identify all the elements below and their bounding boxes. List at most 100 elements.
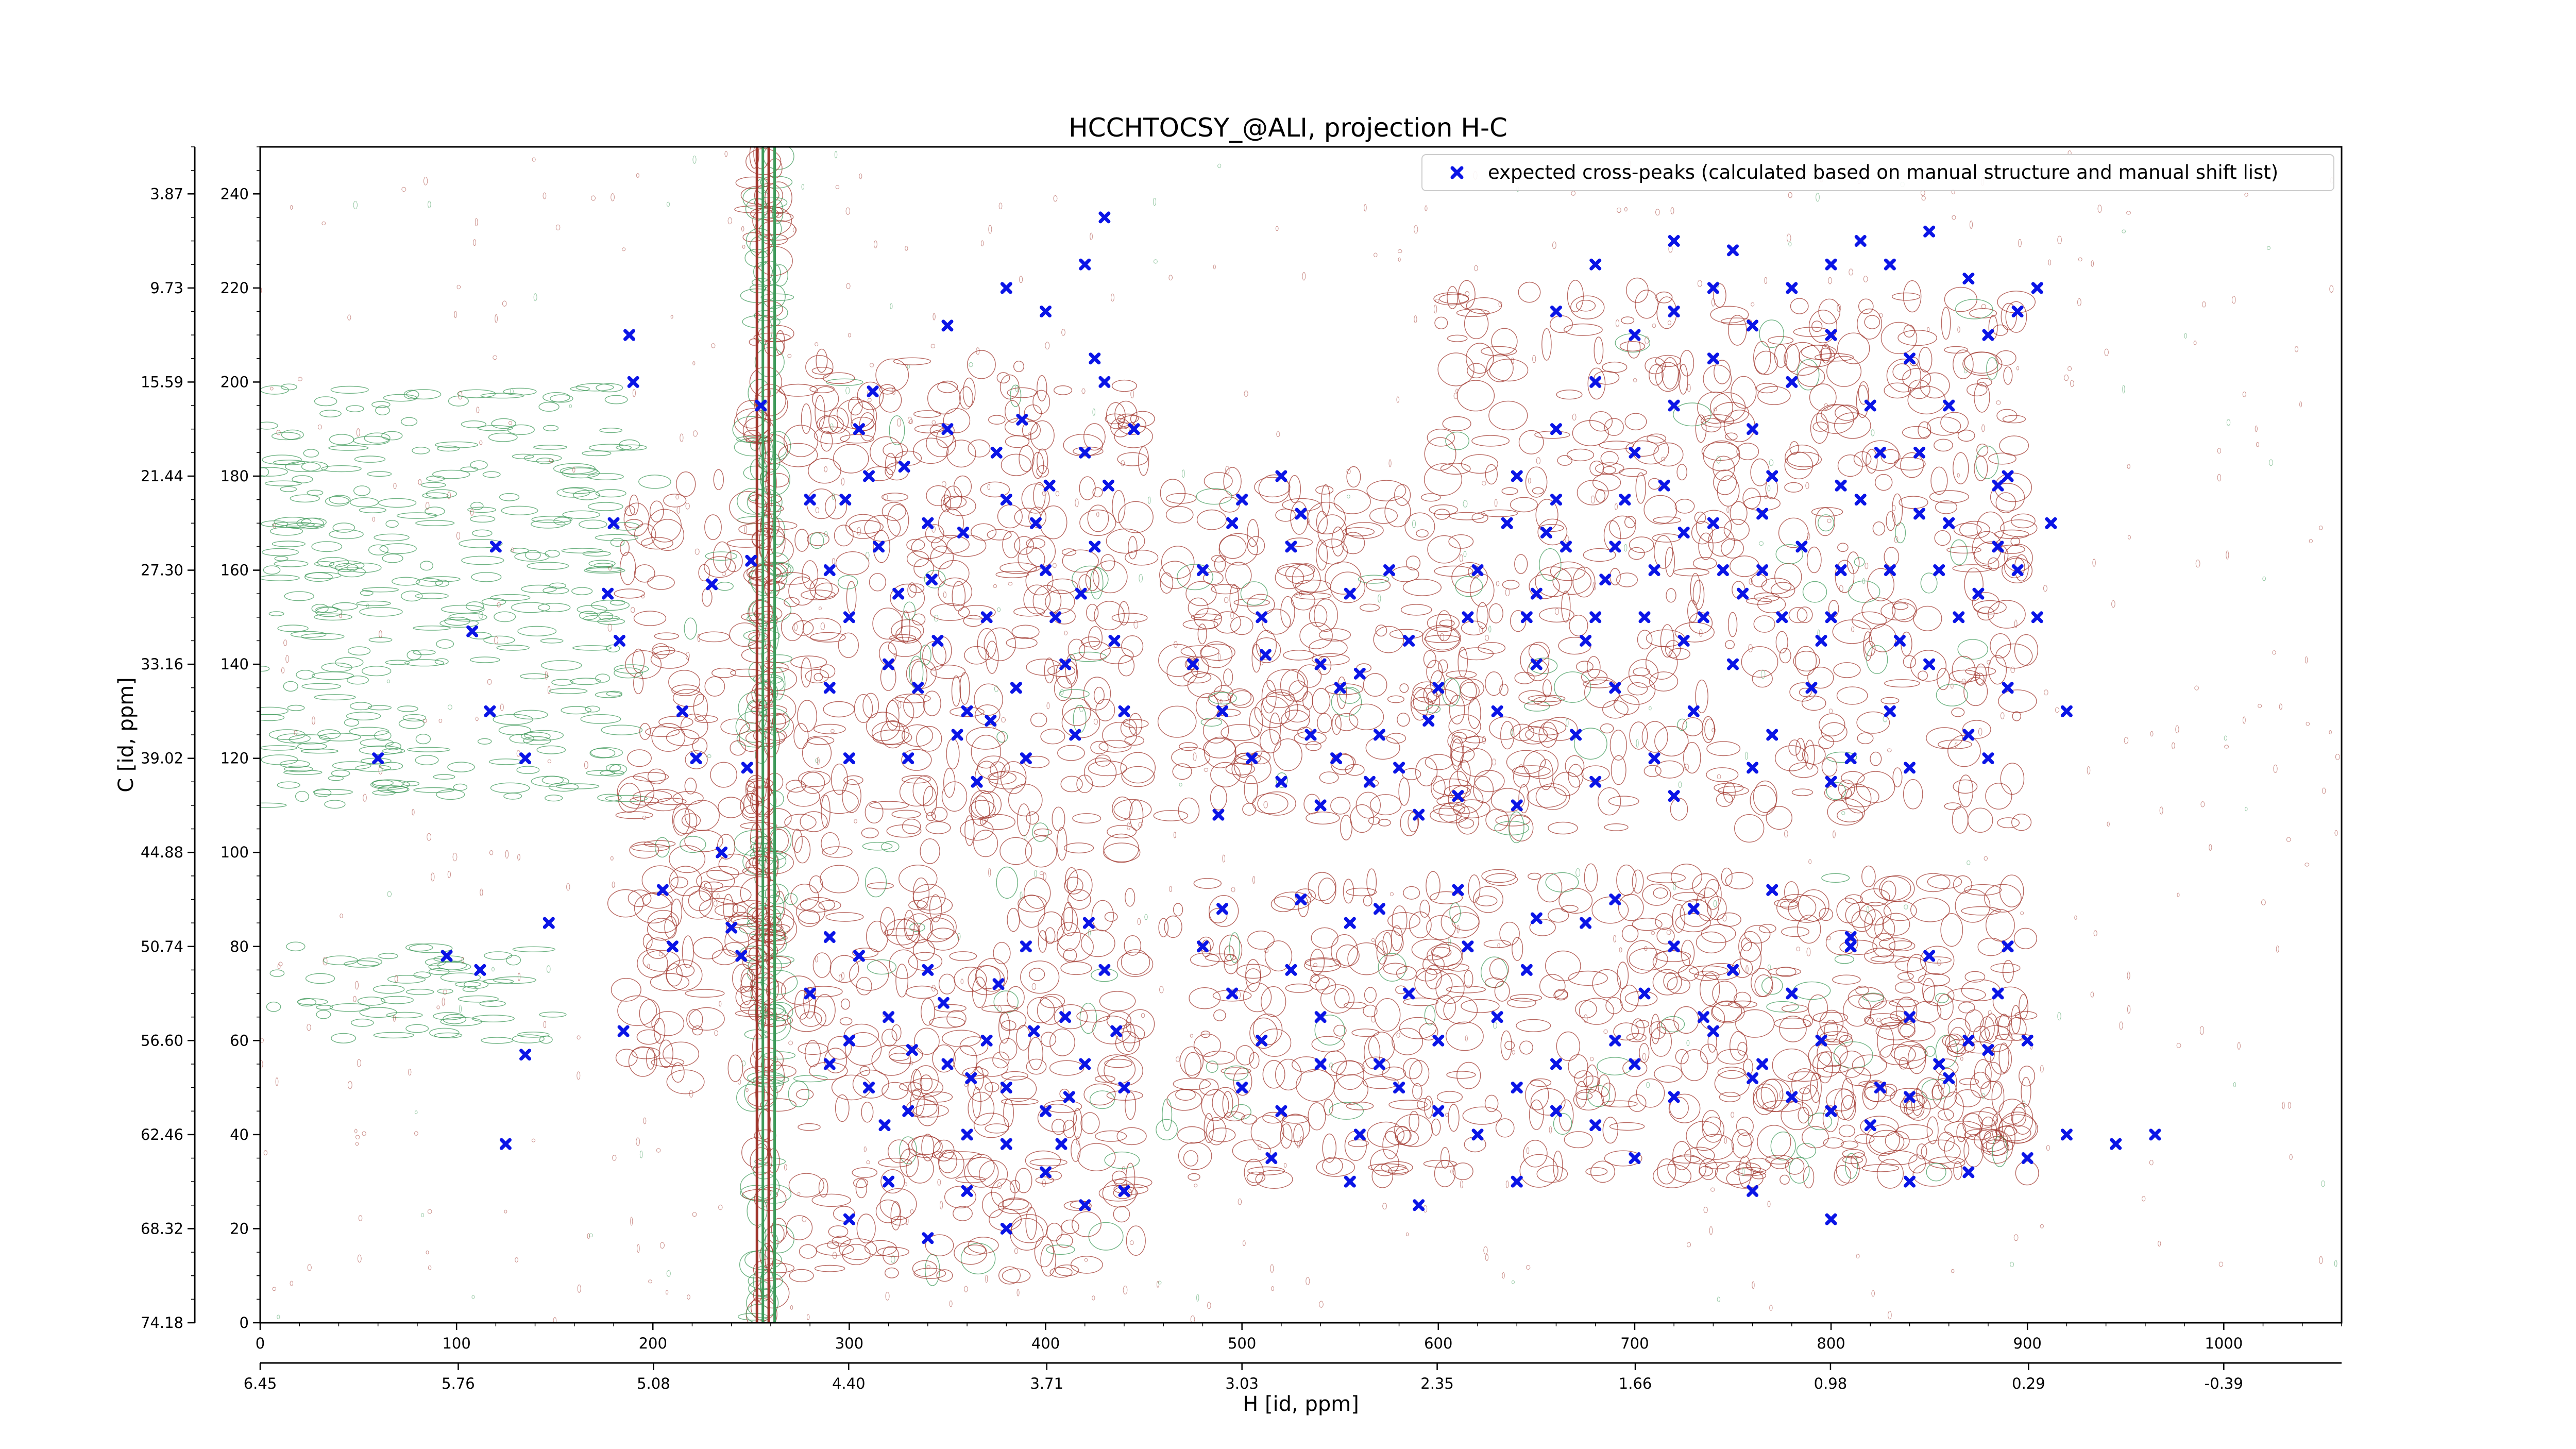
contour-ellipse bbox=[1696, 510, 1732, 544]
contour-ellipse bbox=[1927, 874, 1962, 889]
contour-ellipse bbox=[1126, 1009, 1155, 1039]
noise-speck bbox=[2087, 766, 2091, 774]
contour-ellipse bbox=[1037, 1103, 1077, 1133]
noise-speck bbox=[724, 150, 728, 157]
contour-ellipse bbox=[882, 1082, 909, 1100]
contour-ellipse bbox=[882, 1029, 897, 1047]
contour-ellipse bbox=[1986, 357, 1998, 380]
contour-ellipse bbox=[1892, 767, 1903, 788]
contour-ellipse bbox=[1964, 567, 1984, 601]
noise-speck bbox=[1076, 1136, 1080, 1145]
contour-ellipse bbox=[1770, 1158, 1789, 1169]
cross-peak-marker bbox=[706, 578, 718, 591]
contour-ellipse bbox=[1565, 755, 1585, 777]
contour-ellipse bbox=[260, 706, 289, 715]
noise-speck bbox=[480, 888, 483, 897]
contour-ellipse bbox=[627, 749, 652, 767]
contour-ellipse bbox=[1955, 889, 1991, 923]
contour-ellipse bbox=[1667, 976, 1690, 994]
contour-ellipse bbox=[1784, 881, 1799, 903]
contour-ellipse bbox=[1026, 811, 1039, 825]
contour-ellipse bbox=[1430, 891, 1463, 904]
contour-ellipse bbox=[647, 575, 675, 590]
contour-ellipse bbox=[1533, 696, 1561, 706]
contour-ellipse bbox=[356, 600, 391, 606]
contour-ellipse bbox=[1235, 1045, 1255, 1066]
contour-ellipse bbox=[1057, 932, 1094, 962]
contour-ellipse bbox=[1972, 592, 2000, 614]
cross-peak-marker bbox=[1118, 705, 1130, 717]
contour-ellipse bbox=[1423, 650, 1436, 668]
contour-ellipse bbox=[1733, 991, 1751, 1008]
contour-ellipse bbox=[1955, 299, 1993, 319]
cross-peak-marker bbox=[656, 884, 669, 896]
contour-ellipse bbox=[1548, 908, 1569, 923]
contour-ellipse bbox=[790, 655, 827, 669]
contour-ellipse bbox=[1456, 380, 1495, 412]
contour-ellipse bbox=[1895, 997, 1918, 1025]
contour-ellipse bbox=[770, 917, 782, 932]
cross-peak-marker bbox=[1609, 541, 1621, 553]
contour-ellipse bbox=[669, 866, 702, 896]
contour-ellipse bbox=[1632, 917, 1663, 931]
contour-ellipse bbox=[1774, 899, 1799, 908]
contour-ellipse bbox=[314, 788, 332, 797]
contour-ellipse bbox=[1405, 555, 1421, 570]
noise-speck bbox=[933, 313, 936, 321]
contour-ellipse bbox=[1331, 934, 1358, 968]
contour-ellipse bbox=[912, 1260, 938, 1277]
contour-ellipse bbox=[692, 937, 723, 959]
cross-peak-marker bbox=[902, 752, 914, 765]
contour-ellipse bbox=[886, 824, 922, 838]
contour-ellipse bbox=[1439, 619, 1455, 627]
noise-speck bbox=[1300, 1136, 1303, 1143]
cross-peak-marker bbox=[902, 1105, 914, 1117]
contour-ellipse bbox=[505, 955, 521, 966]
contour-ellipse bbox=[1702, 716, 1715, 743]
contour-ellipse bbox=[1209, 908, 1228, 923]
contour-ellipse bbox=[1415, 967, 1437, 982]
noise-speck bbox=[1713, 407, 1717, 412]
contour-ellipse bbox=[767, 562, 794, 577]
contour-ellipse bbox=[1124, 935, 1142, 956]
contour-ellipse bbox=[2010, 513, 2036, 529]
noise-speck bbox=[431, 872, 435, 882]
contour-ellipse bbox=[1450, 735, 1464, 767]
noise-speck bbox=[1722, 914, 1727, 922]
cross-peak-marker bbox=[839, 494, 852, 506]
contour-ellipse bbox=[998, 1199, 1032, 1215]
contour-ellipse bbox=[692, 1025, 703, 1036]
noise-speck bbox=[2070, 380, 2074, 387]
contour-ellipse bbox=[1461, 999, 1500, 1013]
noise-speck bbox=[892, 387, 896, 395]
contour-ellipse bbox=[1424, 1005, 1436, 1026]
noise-speck bbox=[1313, 963, 1317, 967]
contour-ellipse bbox=[1886, 359, 1921, 393]
noise-speck bbox=[2255, 425, 2258, 432]
x-index-tick-label: 700 bbox=[1620, 1335, 1649, 1352]
contour-ellipse bbox=[920, 838, 940, 864]
cross-peak-marker bbox=[1462, 940, 1474, 953]
noise-speck bbox=[1176, 1056, 1180, 1063]
contour-ellipse bbox=[1656, 928, 1675, 945]
contour-ellipse bbox=[680, 836, 706, 853]
contour-ellipse bbox=[1860, 1116, 1899, 1137]
contour-ellipse bbox=[908, 900, 928, 911]
cross-peak-marker bbox=[627, 376, 639, 388]
contour-ellipse bbox=[1629, 721, 1648, 750]
noise-speck bbox=[2150, 731, 2154, 737]
cross-peak-marker bbox=[1648, 564, 1660, 577]
x-index-tick-label: 1000 bbox=[2205, 1335, 2243, 1352]
contour-ellipse bbox=[654, 837, 670, 858]
contour-ellipse bbox=[470, 460, 488, 470]
contour-ellipse bbox=[1233, 598, 1270, 607]
contour-ellipse bbox=[1120, 752, 1156, 784]
cross-peak-marker bbox=[2002, 470, 2014, 482]
contour-ellipse bbox=[1423, 463, 1463, 496]
contour-ellipse bbox=[1124, 735, 1144, 746]
noise-speck bbox=[994, 685, 998, 693]
contour-ellipse bbox=[628, 889, 652, 907]
contour-ellipse bbox=[1958, 774, 1974, 807]
contour-ellipse bbox=[1080, 1112, 1100, 1134]
